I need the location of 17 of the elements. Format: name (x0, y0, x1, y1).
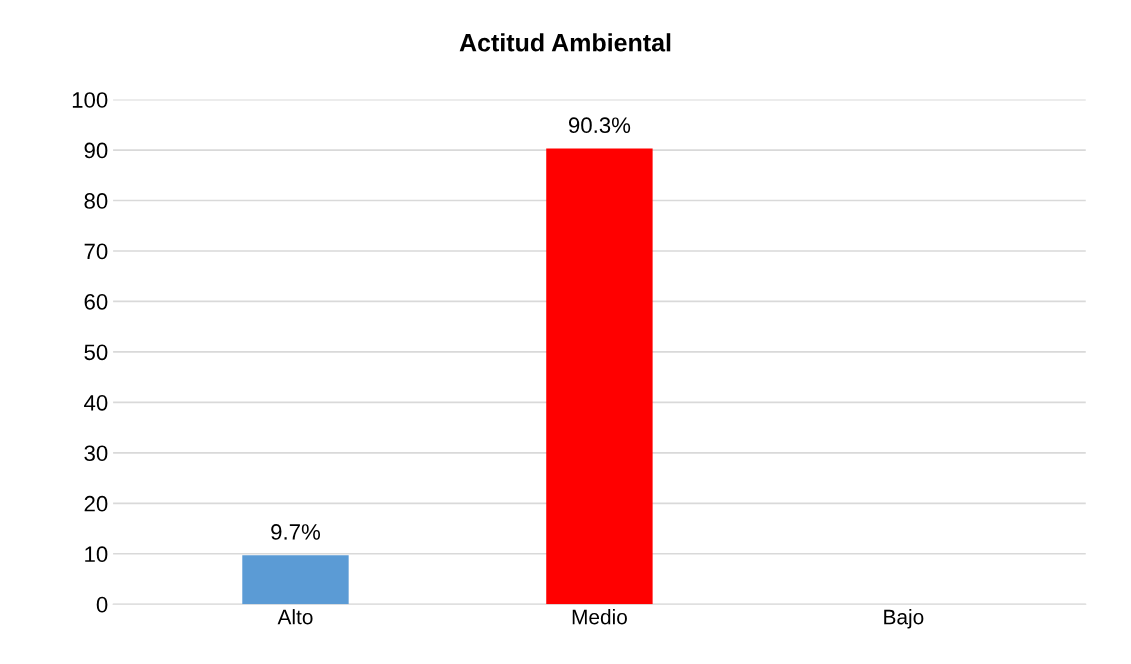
y-tick-label: 80 (84, 193, 108, 209)
y-tick-label: 50 (84, 344, 108, 361)
data-label: 9.7% (271, 524, 321, 540)
y-tick-label: 30 (84, 445, 108, 462)
y-tick-label: 0 (96, 596, 108, 613)
y-tick-label: 10 (85, 546, 108, 563)
y-tick-label: 40 (84, 394, 108, 411)
x-tick-label: Bajo (884, 609, 924, 629)
data-label: 90.3% (568, 117, 631, 134)
y-tick-label: 60 (84, 293, 108, 310)
x-tick-label: Medio (572, 609, 627, 625)
y-tick-label: 20 (84, 495, 108, 512)
x-tick-label: Alto (277, 609, 313, 625)
y-tick-label: 100 (72, 92, 108, 108)
y-tick-label: 90 (84, 142, 108, 159)
chart-title: Actitud Ambiental (459, 33, 671, 52)
y-tick-label: 70 (84, 243, 108, 260)
